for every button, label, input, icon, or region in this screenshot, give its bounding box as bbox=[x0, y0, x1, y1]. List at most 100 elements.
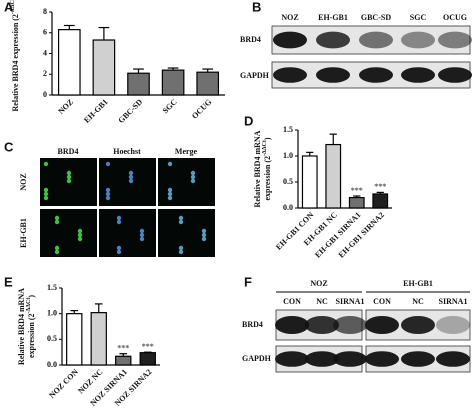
cell bbox=[43, 187, 49, 193]
cell bbox=[116, 249, 122, 255]
y-axis-label-sup: -ΔΔCt bbox=[10, 0, 16, 14]
panel-letter: A bbox=[4, 0, 14, 14]
cell bbox=[105, 161, 111, 167]
group-label: NOZ bbox=[310, 279, 327, 288]
lane-label: NOZ bbox=[281, 13, 298, 22]
cell bbox=[54, 245, 60, 251]
bar bbox=[66, 313, 83, 366]
row-label: NOZ bbox=[19, 173, 28, 190]
x-tick-label: GBC-SD bbox=[116, 97, 144, 125]
cell bbox=[167, 191, 173, 197]
blot-band bbox=[333, 351, 367, 367]
blot-band bbox=[401, 351, 435, 367]
cell bbox=[54, 215, 60, 221]
micrograph bbox=[158, 158, 215, 206]
bar bbox=[92, 39, 116, 96]
cell bbox=[43, 195, 49, 201]
cell bbox=[105, 187, 111, 193]
row-label: GAPDH bbox=[242, 354, 272, 363]
blot-band bbox=[359, 31, 393, 49]
bar bbox=[196, 71, 220, 96]
blot-band bbox=[316, 67, 350, 83]
blot-band bbox=[273, 67, 307, 83]
cell bbox=[43, 191, 49, 197]
significance: *** bbox=[351, 186, 363, 195]
cell bbox=[201, 236, 207, 242]
cell bbox=[77, 232, 83, 238]
bar bbox=[372, 193, 389, 209]
cell bbox=[43, 161, 49, 167]
blot-band bbox=[273, 31, 307, 49]
lane-label: EH-GB1 bbox=[318, 13, 348, 22]
y-axis-label: expression (2-ΔΔCt) bbox=[26, 295, 35, 358]
panel-letter: F bbox=[244, 274, 252, 289]
cell bbox=[77, 228, 83, 234]
cell bbox=[201, 228, 207, 234]
blot-band bbox=[333, 316, 367, 334]
y-tick-label: 1.0 bbox=[47, 308, 57, 317]
cell bbox=[167, 187, 173, 193]
blot-band bbox=[401, 31, 435, 49]
cell bbox=[116, 245, 122, 251]
significance: *** bbox=[374, 182, 386, 191]
cell bbox=[201, 232, 207, 238]
lane-label: NC bbox=[316, 297, 328, 306]
column-label: BRD4 bbox=[58, 147, 79, 156]
row-label: GAPDH bbox=[240, 71, 270, 80]
blot-band bbox=[365, 351, 399, 367]
lane-label: SIRNA1 bbox=[439, 297, 468, 306]
y-axis-label: Relative BRD4 mRNA bbox=[17, 288, 26, 365]
cell bbox=[167, 161, 173, 167]
cell bbox=[54, 249, 60, 255]
y-axis-label-text: expression (2 bbox=[27, 314, 36, 359]
x-tick-label: OCUG bbox=[190, 97, 213, 120]
cell bbox=[128, 174, 134, 180]
bar bbox=[90, 312, 107, 366]
y-tick-label: 6 bbox=[43, 28, 47, 37]
cell bbox=[190, 178, 196, 184]
cell bbox=[105, 191, 111, 197]
y-axis-label: expression (2-ΔΔCt) bbox=[262, 137, 271, 200]
y-tick-label: 1.5 bbox=[283, 125, 293, 134]
panel-letter: D bbox=[244, 113, 253, 128]
significance: *** bbox=[117, 344, 129, 353]
blot-band bbox=[436, 351, 470, 367]
cell bbox=[139, 236, 145, 242]
group-label: EH-GB1 bbox=[403, 279, 433, 288]
cell bbox=[178, 215, 184, 221]
y-tick-label: 0.5 bbox=[47, 334, 57, 343]
blot-band bbox=[275, 351, 309, 367]
cell bbox=[139, 228, 145, 234]
blot-band bbox=[401, 316, 435, 334]
x-tick-label: NOZ CON bbox=[47, 367, 80, 400]
cell bbox=[77, 236, 83, 242]
cell bbox=[105, 195, 111, 201]
y-axis-label-text: expression (2 bbox=[263, 156, 272, 201]
cell bbox=[139, 232, 145, 238]
blot-band bbox=[365, 316, 399, 334]
x-tick-label: NOZ bbox=[56, 97, 75, 116]
blot-band bbox=[316, 31, 350, 49]
bar bbox=[301, 155, 318, 209]
y-tick-label: 0.0 bbox=[47, 360, 57, 369]
y-tick-label: 1.5 bbox=[47, 283, 57, 292]
cell bbox=[116, 215, 122, 221]
blot-band bbox=[436, 316, 470, 334]
y-axis-label: Relative BRD4 expression (2-ΔΔCt) bbox=[10, 0, 19, 111]
column-label: Merge bbox=[175, 147, 198, 156]
y-tick-label: 2 bbox=[43, 69, 47, 78]
y-tick-label: 0.0 bbox=[283, 203, 293, 212]
y-axis-label-end: ) bbox=[27, 295, 36, 298]
lane-label: SIRNA1 bbox=[336, 297, 365, 306]
lane-label: CON bbox=[373, 297, 391, 306]
blot-band bbox=[438, 67, 472, 83]
blot-band bbox=[438, 31, 472, 49]
y-axis-label-sup: -ΔΔCt bbox=[26, 298, 32, 314]
bar bbox=[348, 197, 365, 209]
cell bbox=[178, 249, 184, 255]
y-tick-label: 8 bbox=[43, 7, 47, 16]
y-axis-label: Relative BRD4 mRNA bbox=[253, 130, 262, 207]
y-tick-label: 0.5 bbox=[283, 177, 293, 186]
cell bbox=[128, 170, 134, 176]
y-tick-label: 0 bbox=[43, 90, 47, 99]
